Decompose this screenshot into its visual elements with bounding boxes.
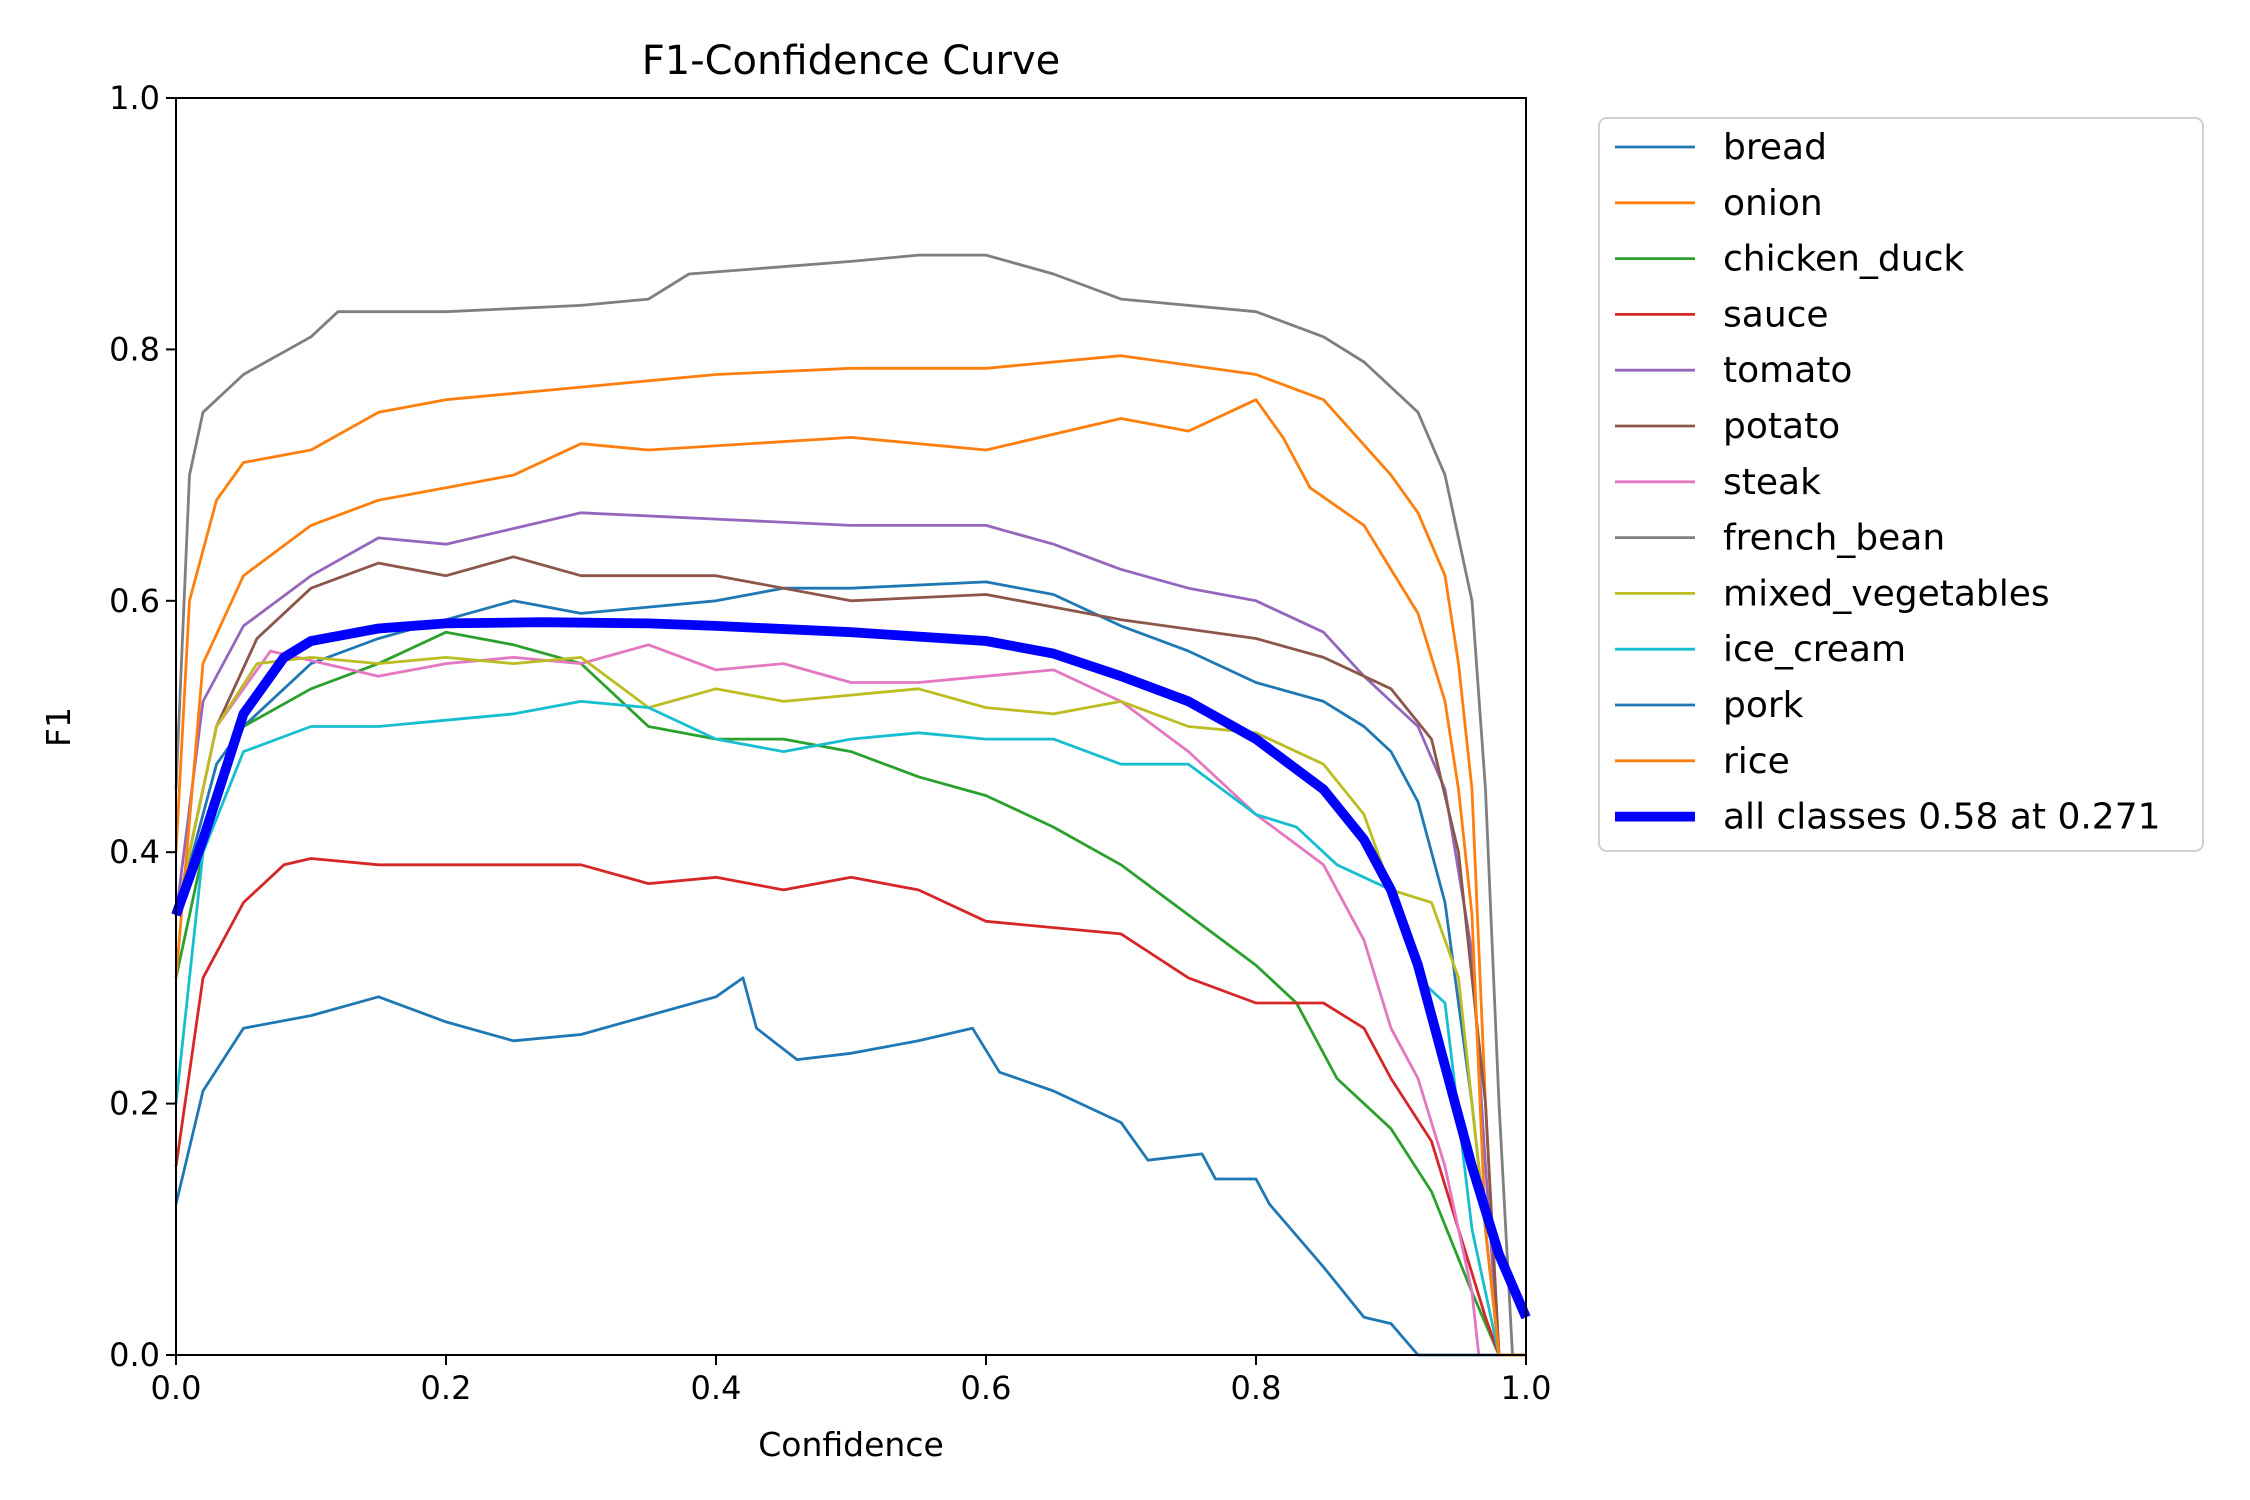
chart-title: F1-Confidence Curve xyxy=(642,38,1061,84)
x-tick-label: 0.0 xyxy=(151,1369,202,1407)
series-line-pork xyxy=(174,976,1526,1357)
series-line-tomato xyxy=(174,511,1526,1357)
legend-label: ice_cream xyxy=(1723,629,1906,670)
legend-label: chicken_duck xyxy=(1723,239,1964,280)
series-line-french_bean xyxy=(174,253,1526,1357)
x-tick-label: 0.2 xyxy=(421,1369,472,1407)
series-line-bread xyxy=(174,580,1526,1357)
series-line-steak xyxy=(174,643,1481,1356)
legend-label: sauce xyxy=(1723,294,1829,335)
x-axis-ticks: 0.0 0.2 0.4 0.6 0.8 1.0 xyxy=(151,1355,1552,1407)
y-tick-label: 0.2 xyxy=(109,1085,160,1123)
series-line-potato xyxy=(174,555,1526,1357)
x-axis-label: Confidence xyxy=(758,1425,944,1464)
y-tick-label: 1.0 xyxy=(109,79,160,117)
legend-box xyxy=(1598,117,2204,852)
series-line-sauce xyxy=(174,857,1526,1357)
series-line-rice xyxy=(174,398,1526,1357)
legend-label: rice xyxy=(1723,741,1790,782)
legend-label: bread xyxy=(1723,127,1827,168)
legend-label: pork xyxy=(1723,685,1804,726)
legend-label: french_bean xyxy=(1723,518,1945,559)
legend-label: potato xyxy=(1723,406,1840,447)
x-tick-label: 0.8 xyxy=(1231,1369,1282,1407)
legend-label: steak xyxy=(1723,462,1821,503)
x-tick-label: 0.6 xyxy=(961,1369,1012,1407)
legend-label: all classes 0.58 at 0.271 xyxy=(1723,797,2161,838)
legend-label: onion xyxy=(1723,183,1823,224)
y-tick-label: 0.8 xyxy=(109,330,160,368)
series-line-mixed_vegetables xyxy=(174,656,1526,1357)
y-tick-label: 0.6 xyxy=(109,582,160,620)
y-tick-label: 0.0 xyxy=(109,1336,160,1374)
x-tick-label: 0.4 xyxy=(691,1369,742,1407)
y-tick-label: 0.4 xyxy=(109,833,160,871)
y-axis-ticks: 0.0 0.2 0.4 0.6 0.8 1.0 xyxy=(109,79,176,1374)
series-line-onion xyxy=(174,354,1526,1357)
series-lines xyxy=(171,253,1531,1357)
x-tick-label: 1.0 xyxy=(1501,1369,1552,1407)
axes-frame xyxy=(175,97,1527,1356)
series-line-all xyxy=(171,617,1531,1320)
y-axis-label: F1 xyxy=(39,707,78,747)
legend-label: mixed_vegetables xyxy=(1723,573,2050,614)
legend-label: tomato xyxy=(1723,350,1852,391)
